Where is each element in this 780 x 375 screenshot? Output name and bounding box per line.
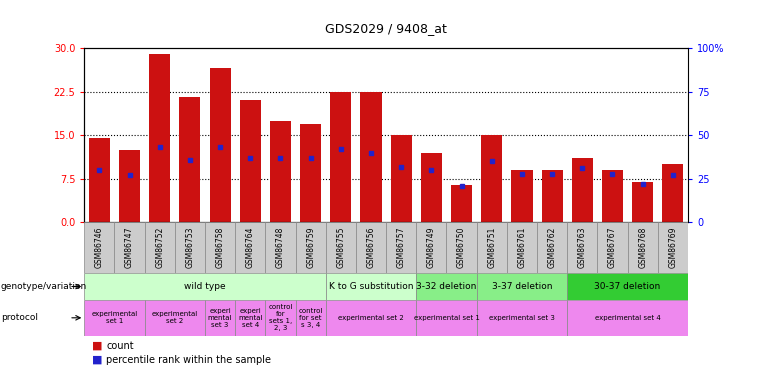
Bar bbox=[386, 222, 417, 273]
Bar bbox=[451, 184, 472, 222]
Text: GSM86756: GSM86756 bbox=[367, 226, 375, 268]
Bar bbox=[541, 170, 562, 222]
Bar bbox=[115, 222, 144, 273]
Text: GSM86749: GSM86749 bbox=[427, 226, 436, 268]
Text: GSM86761: GSM86761 bbox=[517, 226, 526, 268]
Text: wild type: wild type bbox=[184, 282, 225, 291]
Text: percentile rank within the sample: percentile rank within the sample bbox=[106, 354, 271, 364]
Bar bbox=[236, 222, 265, 273]
Text: control
for set
s 3, 4: control for set s 3, 4 bbox=[299, 308, 323, 328]
Bar bbox=[144, 222, 175, 273]
Text: experimental set 2: experimental set 2 bbox=[339, 315, 404, 321]
Text: GSM86755: GSM86755 bbox=[336, 226, 346, 268]
Bar bbox=[84, 222, 115, 273]
Bar bbox=[477, 222, 507, 273]
Bar bbox=[537, 222, 567, 273]
Text: experimental set 1: experimental set 1 bbox=[413, 315, 480, 321]
Bar bbox=[326, 273, 417, 300]
Bar bbox=[326, 300, 417, 336]
Bar bbox=[417, 273, 477, 300]
Bar bbox=[567, 300, 688, 336]
Bar bbox=[205, 222, 236, 273]
Text: GSM86759: GSM86759 bbox=[306, 226, 315, 268]
Bar bbox=[175, 222, 205, 273]
Bar bbox=[567, 222, 597, 273]
Bar bbox=[296, 222, 326, 273]
Text: 3-32 deletion: 3-32 deletion bbox=[417, 282, 477, 291]
Bar bbox=[602, 170, 623, 222]
Text: experimental
set 2: experimental set 2 bbox=[151, 311, 198, 324]
Text: GSM86757: GSM86757 bbox=[397, 226, 406, 268]
Bar bbox=[417, 222, 446, 273]
Bar bbox=[179, 98, 200, 222]
Bar bbox=[149, 54, 170, 222]
Bar bbox=[567, 273, 688, 300]
Text: GSM86763: GSM86763 bbox=[578, 226, 587, 268]
Bar bbox=[265, 222, 296, 273]
Text: ■: ■ bbox=[92, 354, 102, 364]
Text: GSM86767: GSM86767 bbox=[608, 226, 617, 268]
Text: experimental set 4: experimental set 4 bbox=[594, 315, 661, 321]
Bar bbox=[330, 92, 351, 222]
Text: GSM86762: GSM86762 bbox=[548, 226, 557, 268]
Bar bbox=[300, 123, 321, 222]
Text: 3-37 deletion: 3-37 deletion bbox=[491, 282, 552, 291]
Text: GSM86753: GSM86753 bbox=[186, 226, 194, 268]
Text: experi
mental
set 4: experi mental set 4 bbox=[238, 308, 263, 328]
Text: count: count bbox=[106, 341, 133, 351]
Text: GSM86750: GSM86750 bbox=[457, 226, 466, 268]
Text: 30-37 deletion: 30-37 deletion bbox=[594, 282, 661, 291]
Bar bbox=[360, 92, 381, 222]
Bar bbox=[296, 300, 326, 336]
Text: K to G substitution: K to G substitution bbox=[328, 282, 413, 291]
Bar bbox=[477, 273, 567, 300]
Text: GSM86769: GSM86769 bbox=[668, 226, 677, 268]
Bar bbox=[84, 300, 144, 336]
Bar bbox=[391, 135, 412, 222]
Bar bbox=[84, 273, 326, 300]
Text: GSM86751: GSM86751 bbox=[488, 226, 496, 268]
Bar bbox=[507, 222, 537, 273]
Bar bbox=[481, 135, 502, 222]
Bar bbox=[417, 300, 477, 336]
Text: control
for
sets 1,
2, 3: control for sets 1, 2, 3 bbox=[268, 304, 292, 332]
Bar bbox=[265, 300, 296, 336]
Bar bbox=[356, 222, 386, 273]
Text: experimental set 3: experimental set 3 bbox=[489, 315, 555, 321]
Text: GSM86752: GSM86752 bbox=[155, 226, 165, 268]
Bar bbox=[446, 222, 477, 273]
Bar bbox=[236, 300, 265, 336]
Text: GSM86746: GSM86746 bbox=[95, 226, 104, 268]
Bar bbox=[205, 300, 236, 336]
Bar bbox=[326, 222, 356, 273]
Bar bbox=[662, 164, 683, 222]
Text: genotype/variation: genotype/variation bbox=[1, 282, 87, 291]
Text: GSM86768: GSM86768 bbox=[638, 226, 647, 268]
Text: experimental
set 1: experimental set 1 bbox=[91, 311, 137, 324]
Bar bbox=[632, 182, 653, 222]
Text: GSM86747: GSM86747 bbox=[125, 226, 134, 268]
Bar bbox=[270, 121, 291, 222]
Bar bbox=[421, 153, 442, 222]
Bar bbox=[512, 170, 533, 222]
Bar bbox=[239, 100, 261, 222]
Text: ■: ■ bbox=[92, 341, 102, 351]
Text: experi
mental
set 3: experi mental set 3 bbox=[207, 308, 232, 328]
Bar bbox=[477, 300, 567, 336]
Text: protocol: protocol bbox=[1, 314, 37, 322]
Bar bbox=[597, 222, 628, 273]
Text: GSM86764: GSM86764 bbox=[246, 226, 255, 268]
Bar bbox=[572, 158, 593, 222]
Bar bbox=[89, 138, 110, 222]
Text: GSM86758: GSM86758 bbox=[215, 226, 225, 268]
Bar bbox=[144, 300, 205, 336]
Bar bbox=[658, 222, 688, 273]
Bar bbox=[210, 68, 231, 222]
Bar bbox=[119, 150, 140, 222]
Text: GDS2029 / 9408_at: GDS2029 / 9408_at bbox=[325, 22, 447, 35]
Text: GSM86748: GSM86748 bbox=[276, 226, 285, 268]
Bar bbox=[628, 222, 658, 273]
